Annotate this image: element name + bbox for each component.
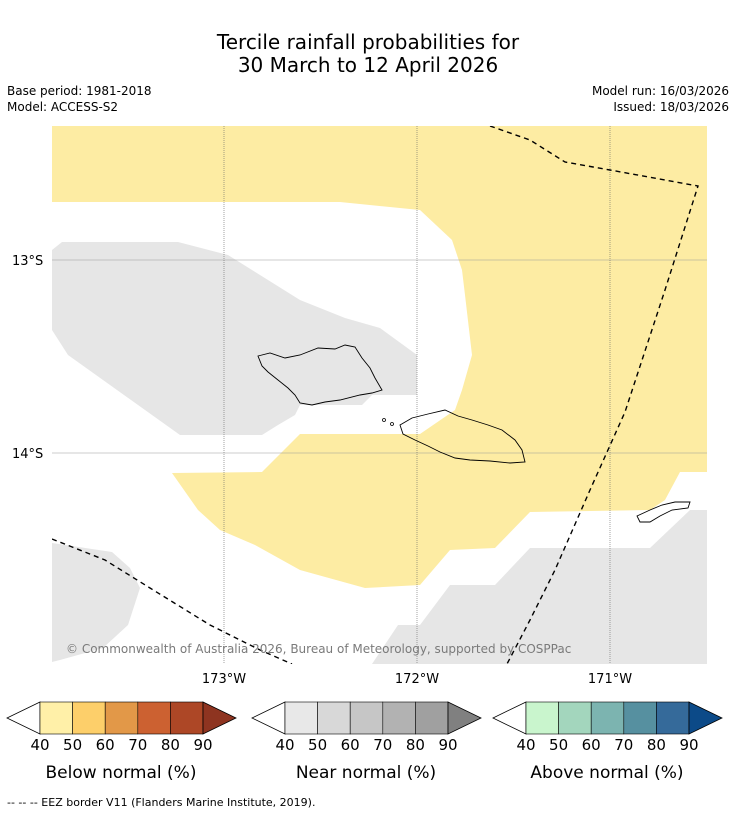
legend-low-arrow <box>6 701 41 735</box>
legend-below-normal: 40 50 60 70 80 90 Below normal (%) <box>6 701 237 783</box>
legend-swatch <box>137 701 171 735</box>
legend-tick-label: 90 <box>679 736 698 754</box>
savaii-island <box>257 344 383 406</box>
upolu-island <box>399 409 526 464</box>
legend-tick-label: 60 <box>582 736 601 754</box>
model-run: Model run: 16/03/2026 <box>591 84 729 98</box>
meta-left: Base period: 1981-2018 Model: ACCESS-S2 <box>7 83 152 115</box>
legend-swatch <box>39 701 73 735</box>
legend-low-arrow <box>251 701 286 735</box>
legend-title: Near normal (%) <box>296 763 436 783</box>
title-line-1: Tercile rainfall probabilities for <box>216 30 520 54</box>
legend-high-arrow <box>447 701 482 735</box>
legend-tick-label: 70 <box>373 736 392 754</box>
legend-swatch <box>382 701 416 735</box>
legend-tick-label: 70 <box>614 736 633 754</box>
legend-title: Below normal (%) <box>46 763 197 783</box>
legend-tick-label: 50 <box>63 736 82 754</box>
legend-high-arrow <box>202 701 237 735</box>
legend-swatch <box>170 701 204 735</box>
legend-swatch <box>317 701 351 735</box>
below-normal-region-north <box>52 126 707 588</box>
legend-swatch <box>525 701 559 735</box>
legend-tick-label: 90 <box>193 736 212 754</box>
legend-tick-label: 80 <box>161 736 180 754</box>
legend-swatch <box>104 701 139 735</box>
base-period: Base period: 1981-2018 <box>7 84 152 98</box>
legend-swatch <box>623 701 657 735</box>
lon-label-171w: 171°W <box>588 672 632 687</box>
tutuila-island <box>636 501 691 523</box>
meta-right: Model run: 16/03/2026 Issued: 18/03/2026 <box>592 83 729 115</box>
legend-tick-label: 60 <box>96 736 115 754</box>
eez-footnote: -- -- -- EEZ border V11 (Flanders Marine… <box>7 796 316 809</box>
chart-title: Tercile rainfall probabilities for 30 Ma… <box>0 31 736 77</box>
legend-swatch <box>590 701 625 735</box>
islet-manono <box>382 418 386 422</box>
legend-tick-label: 80 <box>406 736 425 754</box>
legend-tick-label: 40 <box>30 736 49 754</box>
legend-swatch <box>656 701 690 735</box>
near-normal-region-west <box>52 242 417 435</box>
lon-label-172w: 172°W <box>395 672 439 687</box>
near-normal-region-southeast <box>372 510 707 664</box>
legend-tick-label: 90 <box>438 736 457 754</box>
legend-tick-label: 80 <box>647 736 666 754</box>
legend-above-normal: 40 50 60 70 80 90 Above normal (%) <box>492 701 723 783</box>
legend-tick-label: 40 <box>275 736 294 754</box>
issued-date: Issued: 18/03/2026 <box>613 100 729 114</box>
legend-tick-label: 50 <box>308 736 327 754</box>
copyright-text: © Commonwealth of Australia 2026, Bureau… <box>66 642 571 656</box>
legend-tick-label: 60 <box>341 736 360 754</box>
lon-label-173w: 173°W <box>202 672 246 687</box>
near-normal-region-southwest <box>52 543 140 662</box>
eez-border-east <box>489 126 699 664</box>
eez-border-southwest <box>52 538 293 664</box>
legend-high-arrow <box>688 701 723 735</box>
legend-tick-label: 40 <box>516 736 535 754</box>
legend-tick-label: 70 <box>128 736 147 754</box>
title-line-2: 30 March to 12 April 2026 <box>237 53 499 77</box>
lat-label-14s: 14°S <box>12 447 43 462</box>
legend-low-arrow <box>492 701 527 735</box>
islet-apolima <box>390 422 394 426</box>
legend-tick-label: 50 <box>549 736 568 754</box>
legend-swatch <box>558 701 592 735</box>
lat-label-13s: 13°S <box>12 254 43 269</box>
legend-swatch <box>72 701 106 735</box>
model-name: Model: ACCESS-S2 <box>7 100 119 114</box>
legend-swatch <box>415 701 449 735</box>
legend-swatch <box>349 701 384 735</box>
legend-swatch <box>284 701 318 735</box>
legend-title: Above normal (%) <box>530 763 683 783</box>
